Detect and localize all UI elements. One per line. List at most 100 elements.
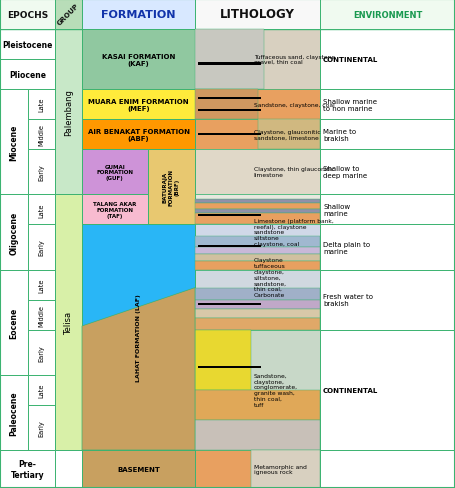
Bar [0, 270, 28, 375]
Text: Middle: Middle [39, 124, 45, 146]
Bar [195, 90, 320, 120]
Bar [320, 30, 455, 90]
Bar [195, 195, 320, 225]
Text: Late: Late [39, 98, 45, 112]
Bar [28, 405, 55, 450]
Bar [0, 450, 55, 488]
Bar [0, 90, 28, 195]
Bar [195, 209, 320, 214]
Bar [195, 300, 320, 309]
Bar [28, 150, 55, 195]
Bar [28, 90, 55, 120]
Text: Shallow marine
to non marine: Shallow marine to non marine [323, 99, 377, 111]
Text: GROUP: GROUP [56, 3, 81, 27]
Text: Paleocene: Paleocene [10, 390, 19, 435]
Bar [195, 150, 320, 195]
Bar [0, 0, 455, 30]
Text: Early: Early [39, 344, 45, 361]
Bar [195, 270, 320, 330]
Bar [320, 270, 455, 330]
Bar [195, 236, 320, 247]
Bar [198, 303, 261, 305]
Bar [28, 375, 55, 405]
Bar [0, 375, 28, 450]
Bar [195, 30, 320, 90]
Bar [195, 204, 320, 209]
Text: Early: Early [39, 419, 45, 436]
Bar [198, 63, 261, 65]
Text: Tuffaceous sand, claystone
gravel, thin coal: Tuffaceous sand, claystone gravel, thin … [254, 55, 335, 65]
Text: Pliocene: Pliocene [9, 70, 46, 80]
Bar [320, 150, 455, 195]
Text: Early: Early [39, 239, 45, 256]
Bar [195, 200, 320, 204]
Bar [28, 300, 55, 330]
Bar [82, 195, 147, 225]
Bar [195, 420, 320, 450]
Text: BASEMENT: BASEMENT [117, 466, 160, 472]
Bar [251, 450, 320, 488]
Bar [195, 309, 320, 318]
Text: Claystone, thin glauconitic
limestone: Claystone, thin glauconitic limestone [254, 167, 334, 178]
Text: CONTINENTAL: CONTINENTAL [323, 387, 378, 393]
Text: Pleistocene: Pleistocene [2, 41, 53, 49]
Bar [320, 90, 455, 120]
Text: ENVIRONMENT: ENVIRONMENT [353, 10, 422, 20]
Text: MUARA ENIM FORMATION
(MEF): MUARA ENIM FORMATION (MEF) [88, 99, 189, 111]
Bar [195, 225, 320, 270]
Bar [320, 120, 455, 150]
Bar [195, 330, 320, 450]
Text: Claystone
tuffaceous
claystone,
siltstone,
sandstone,
thin coal,
Carbonate: Claystone tuffaceous claystone, siltston… [254, 258, 287, 297]
Text: Shallow to
deep marine: Shallow to deep marine [323, 166, 367, 179]
Text: Marine to
brakish: Marine to brakish [323, 128, 356, 142]
Text: Palembang: Palembang [64, 89, 73, 136]
Bar [198, 245, 261, 248]
Text: Delta plain to
marine: Delta plain to marine [323, 241, 370, 254]
Text: Sandstone,
claystone,
conglomerate,
granite wash,
thin coal,
tuff: Sandstone, claystone, conglomerate, gran… [254, 373, 298, 407]
Bar [28, 270, 55, 300]
Text: EPOCHS: EPOCHS [7, 10, 48, 20]
Bar [320, 0, 455, 30]
Text: Late: Late [39, 278, 45, 292]
Text: Telisa: Telisa [64, 311, 73, 334]
Text: Fresh water to
brakish: Fresh water to brakish [323, 294, 373, 306]
Text: Claystone, glauconitic
sandstone, limestone: Claystone, glauconitic sandstone, limest… [254, 130, 320, 141]
Bar [28, 195, 55, 225]
Text: Metamorphic and
igneous rock: Metamorphic and igneous rock [254, 464, 307, 474]
Text: GUMAI
FORMATION
(GUF): GUMAI FORMATION (GUF) [96, 164, 133, 181]
Bar [320, 450, 455, 488]
Bar [0, 0, 55, 30]
Polygon shape [82, 288, 195, 450]
Bar [0, 60, 55, 90]
Text: Eocene: Eocene [10, 307, 19, 338]
Bar [198, 366, 261, 368]
Text: Shallow
marine: Shallow marine [323, 203, 350, 217]
Bar [82, 0, 195, 30]
Bar [55, 195, 82, 450]
Bar [195, 254, 320, 262]
Text: FORMATION: FORMATION [101, 10, 176, 20]
Bar [195, 450, 320, 488]
Text: AIR BENAKAT FORMATION
(ABF): AIR BENAKAT FORMATION (ABF) [87, 128, 189, 142]
Text: Oligocene: Oligocene [10, 211, 19, 254]
Text: CONTINENTAL: CONTINENTAL [323, 57, 378, 63]
Bar [28, 120, 55, 150]
Text: Late: Late [39, 203, 45, 217]
Bar [55, 30, 82, 195]
Bar [195, 247, 320, 254]
Bar [82, 450, 195, 488]
Bar [28, 330, 55, 375]
Bar [195, 90, 258, 120]
Bar [28, 225, 55, 270]
Text: Sandstone, claystone, coal: Sandstone, claystone, coal [254, 102, 334, 107]
Text: Middle: Middle [39, 304, 45, 326]
Bar [82, 120, 195, 150]
Bar [195, 0, 320, 30]
Bar [0, 30, 55, 60]
Bar [82, 150, 147, 195]
Text: BATURAJA
FORMATION
(BRF): BATURAJA FORMATION (BRF) [163, 169, 180, 206]
Bar [55, 0, 82, 30]
Bar [258, 120, 320, 150]
Bar [147, 150, 195, 225]
Text: LAHAT FORMATION (LAF): LAHAT FORMATION (LAF) [136, 294, 141, 381]
